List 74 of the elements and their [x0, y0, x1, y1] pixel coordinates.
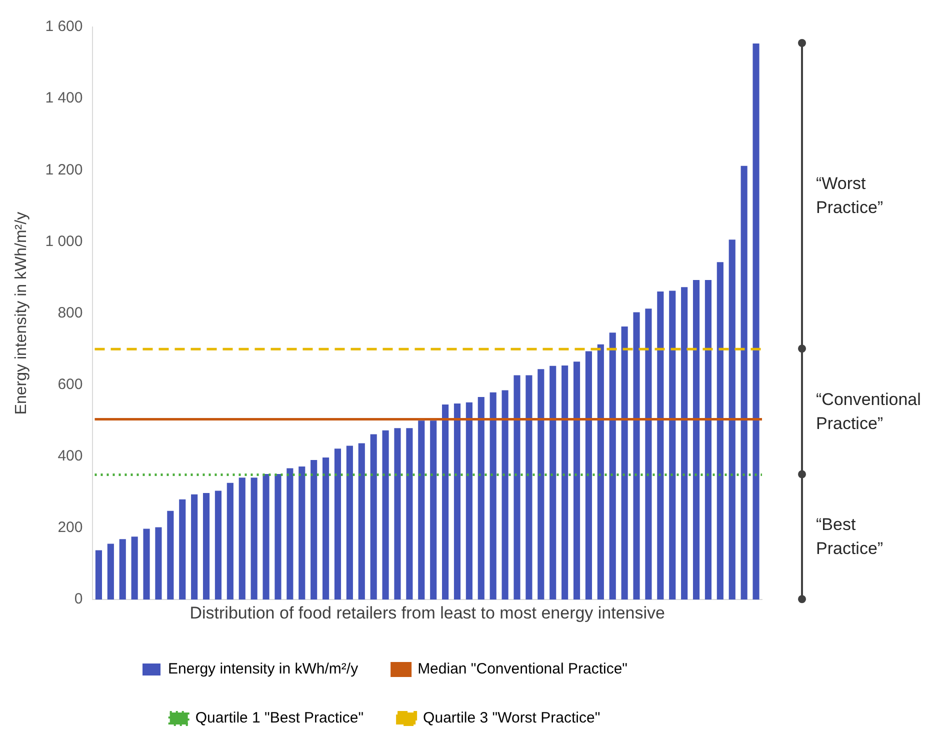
bar — [238, 478, 246, 600]
bar — [155, 527, 162, 600]
legend-label: Quartile 1 "Best Practice" — [195, 710, 364, 727]
bar — [728, 240, 736, 600]
bar — [669, 290, 676, 600]
y-tick-label: 1 000 — [45, 232, 83, 250]
bar — [490, 392, 496, 600]
bar — [322, 458, 330, 600]
bar — [609, 332, 616, 600]
bar — [716, 262, 724, 600]
bar — [621, 326, 628, 600]
bar — [478, 397, 484, 600]
bar — [286, 468, 294, 600]
bar — [454, 403, 461, 600]
bar — [645, 308, 652, 600]
bar — [107, 544, 114, 600]
text: “Worst Practice” — [816, 173, 884, 220]
bar — [179, 499, 186, 600]
bar — [526, 375, 532, 600]
bar — [502, 390, 508, 600]
y-tick-label: 400 — [58, 448, 83, 465]
bar — [740, 166, 748, 600]
bar — [358, 443, 365, 600]
bar — [597, 344, 604, 600]
bar — [262, 474, 270, 600]
bar — [382, 430, 389, 600]
bar — [538, 369, 544, 600]
bar — [298, 466, 306, 600]
y-tick-label: 1 200 — [45, 161, 83, 178]
bar — [442, 404, 449, 600]
bar — [704, 280, 712, 600]
y-tick-label: 0 — [74, 590, 83, 608]
bar — [214, 490, 222, 600]
bar — [406, 428, 413, 600]
y-tick-label: 600 — [58, 376, 83, 394]
bar — [418, 420, 425, 600]
bar — [143, 528, 150, 600]
y-axis-title: Energy intensity in kWh/m²/y — [13, 212, 30, 415]
bar — [202, 492, 210, 600]
bar — [466, 402, 472, 600]
bar — [585, 351, 592, 600]
text: “Conventional Practice” — [816, 388, 922, 435]
legend-label: Energy intensity in kWh/m²/y — [168, 660, 359, 678]
bar — [562, 366, 568, 600]
bar — [370, 434, 377, 600]
x-axis-title: Distribution of food retailers from least to most energy intensive — [190, 603, 666, 622]
bar — [752, 43, 760, 600]
bar — [191, 494, 198, 600]
bar — [95, 550, 102, 600]
bar — [226, 482, 234, 600]
legend-label: Median "Conventional Practice" — [418, 660, 628, 678]
bar — [131, 536, 138, 600]
bar — [167, 510, 174, 600]
bar — [692, 280, 700, 600]
y-tick-label: 1 600 — [45, 18, 83, 36]
bar — [514, 375, 520, 600]
bar — [334, 448, 342, 600]
bar — [250, 478, 258, 600]
bar — [394, 428, 401, 600]
y-tick-label: 200 — [58, 519, 83, 536]
bar — [550, 366, 556, 600]
legend-label: Quartile 3 "Worst Practice" — [423, 710, 600, 727]
text: “Best Practice” — [816, 514, 884, 560]
bar — [430, 420, 437, 600]
bar — [681, 287, 688, 600]
y-tick-label: 800 — [58, 304, 83, 322]
y-tick-label: 1 400 — [45, 90, 83, 107]
bar — [573, 362, 580, 600]
bar — [310, 460, 318, 600]
bar — [657, 291, 664, 600]
bar — [274, 474, 282, 600]
bar — [633, 312, 640, 600]
bar — [119, 539, 126, 600]
bar — [346, 446, 353, 600]
